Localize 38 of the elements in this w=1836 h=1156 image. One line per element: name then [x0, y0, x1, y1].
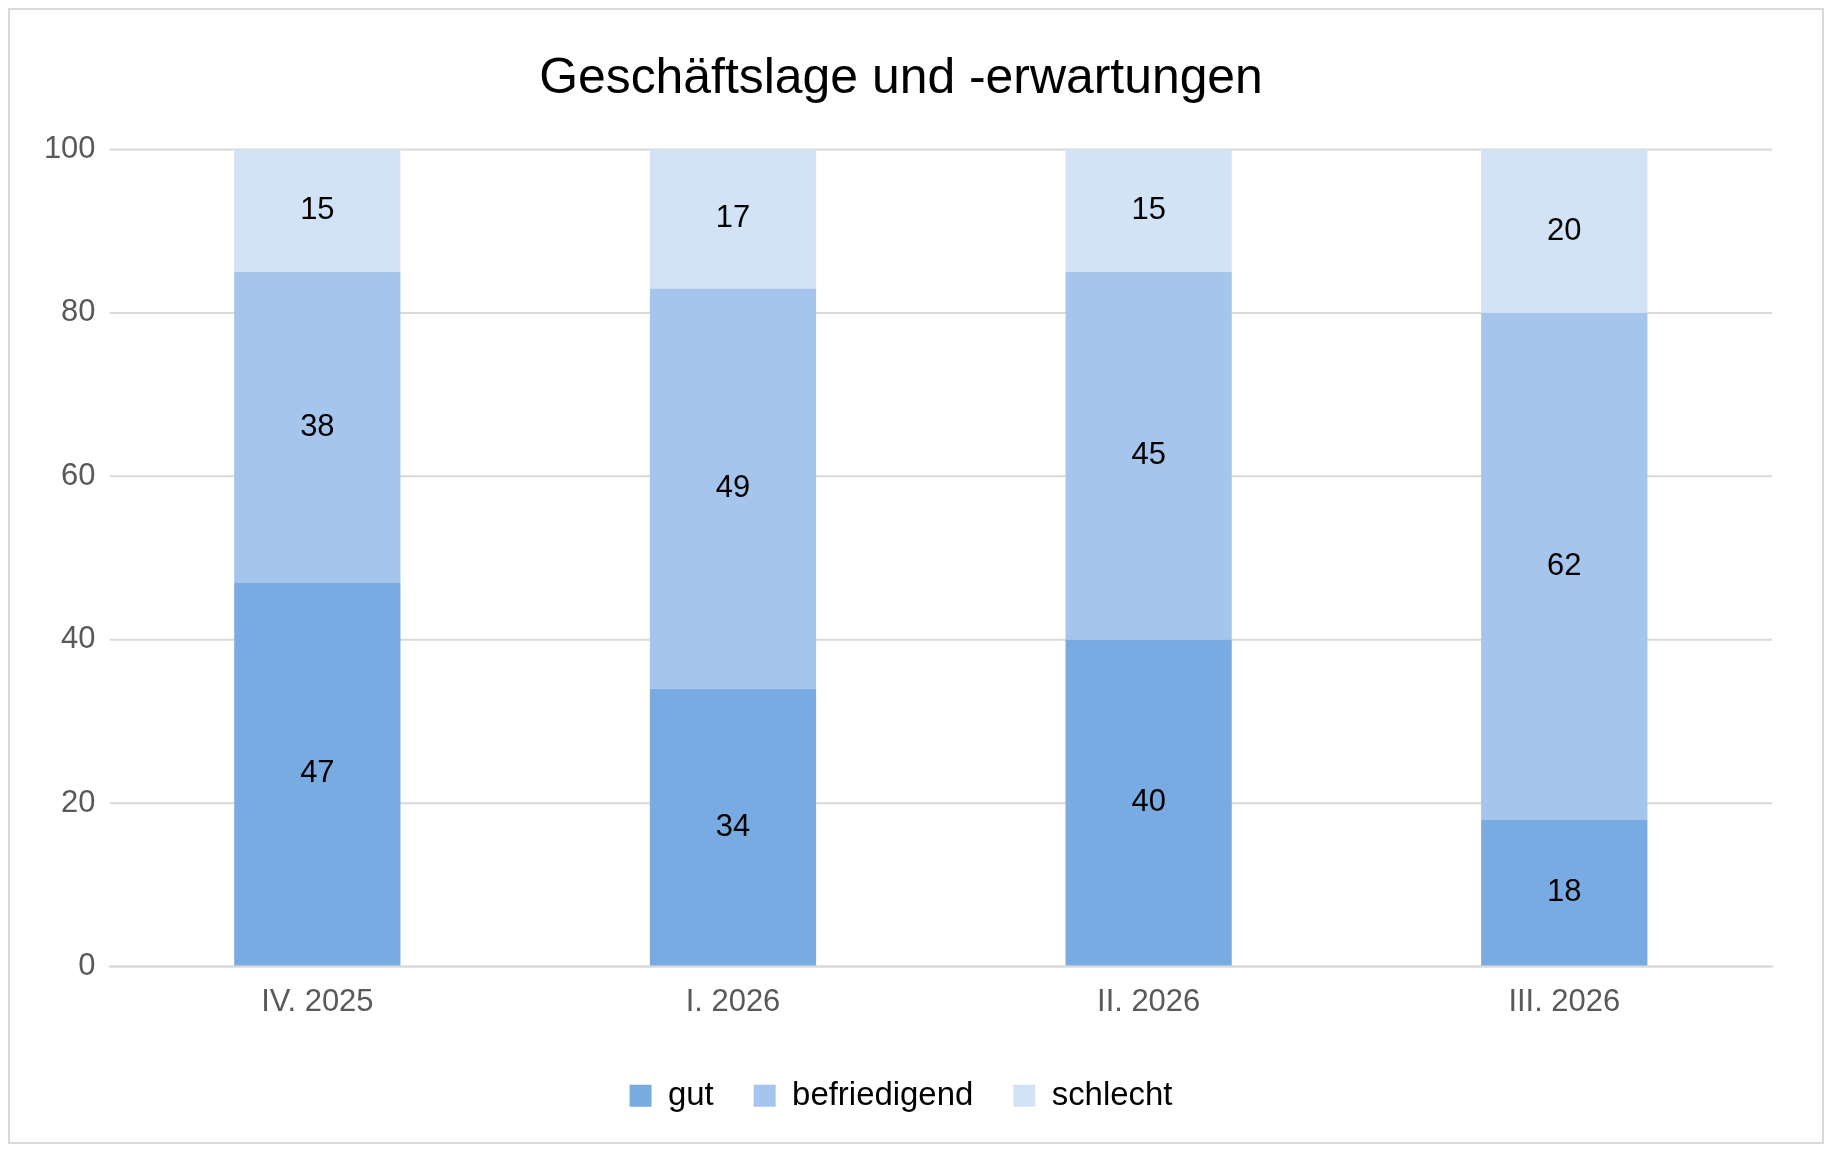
- y-tick-label: 40: [61, 620, 96, 656]
- bar: [649, 149, 817, 289]
- bar: [234, 272, 401, 583]
- data-label: 17: [715, 199, 751, 235]
- legend-label: befriedigend: [792, 1074, 974, 1112]
- legend-label: schlecht: [1051, 1074, 1173, 1112]
- bar: [1481, 819, 1648, 966]
- bar: [649, 288, 817, 689]
- bar: [1481, 312, 1648, 820]
- y-tick-label: 80: [61, 293, 96, 329]
- bar: [649, 688, 817, 966]
- y-tick-label: 60: [61, 456, 96, 492]
- data-label: 15: [1131, 191, 1166, 227]
- x-tick-label: II. 2026: [1097, 983, 1201, 1019]
- x-tick-label: IV. 2025: [261, 983, 374, 1019]
- y-tick-label: 20: [61, 783, 96, 819]
- data-label: 40: [1131, 783, 1166, 819]
- bar: [1065, 272, 1232, 640]
- data-label: 34: [715, 807, 751, 843]
- legend-label: gut: [668, 1074, 714, 1112]
- bar: [1065, 639, 1232, 966]
- bar: [234, 582, 401, 966]
- x-tick-label: III. 2026: [1508, 983, 1621, 1019]
- data-label: 38: [300, 407, 335, 443]
- data-label: 45: [1131, 436, 1166, 472]
- y-tick-label: 0: [78, 946, 96, 982]
- bar: [234, 149, 401, 273]
- bar: [1065, 149, 1232, 273]
- data-label: 20: [1547, 211, 1582, 247]
- x-tick-label: I. 2026: [685, 983, 781, 1019]
- bar: [1481, 149, 1648, 313]
- data-label: 15: [300, 191, 335, 227]
- chart-title: Geschäftslage und -erwartungen: [539, 48, 1263, 105]
- data-label: 18: [1547, 872, 1582, 908]
- data-label: 49: [715, 469, 751, 505]
- y-tick-label: 100: [43, 130, 96, 166]
- data-label: 62: [1547, 546, 1582, 582]
- data-label: 47: [300, 754, 335, 790]
